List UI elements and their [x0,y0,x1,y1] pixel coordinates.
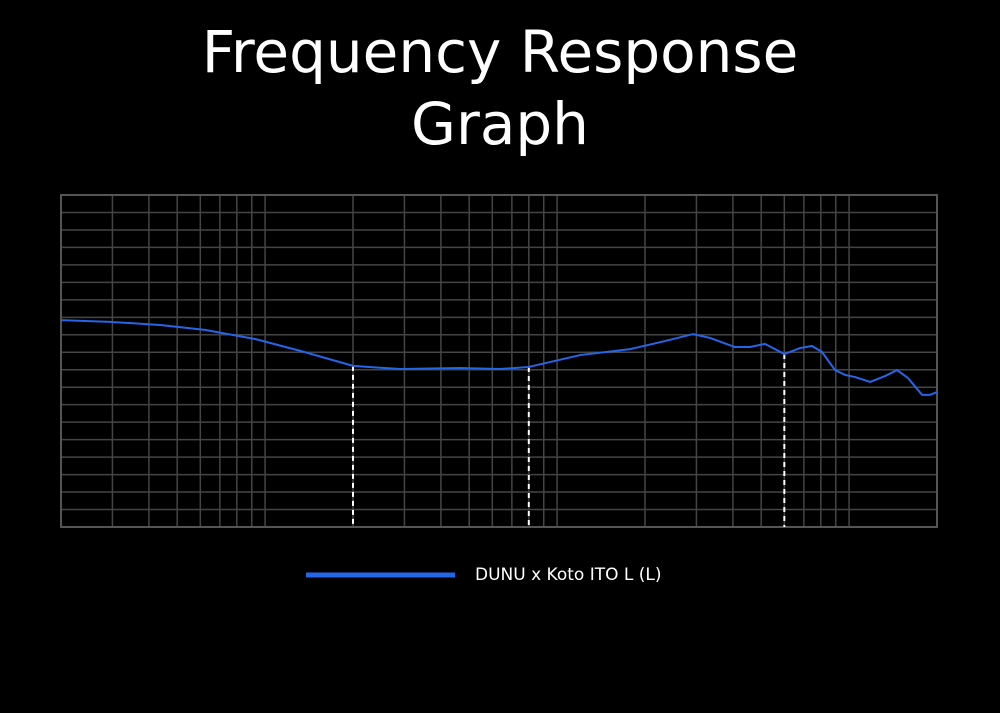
legend-label: DUNU x Koto ITO L (L) [475,565,662,585]
chart-title: Frequency Response Graph [201,18,799,158]
series-line [60,319,938,396]
plot-border [60,194,938,528]
